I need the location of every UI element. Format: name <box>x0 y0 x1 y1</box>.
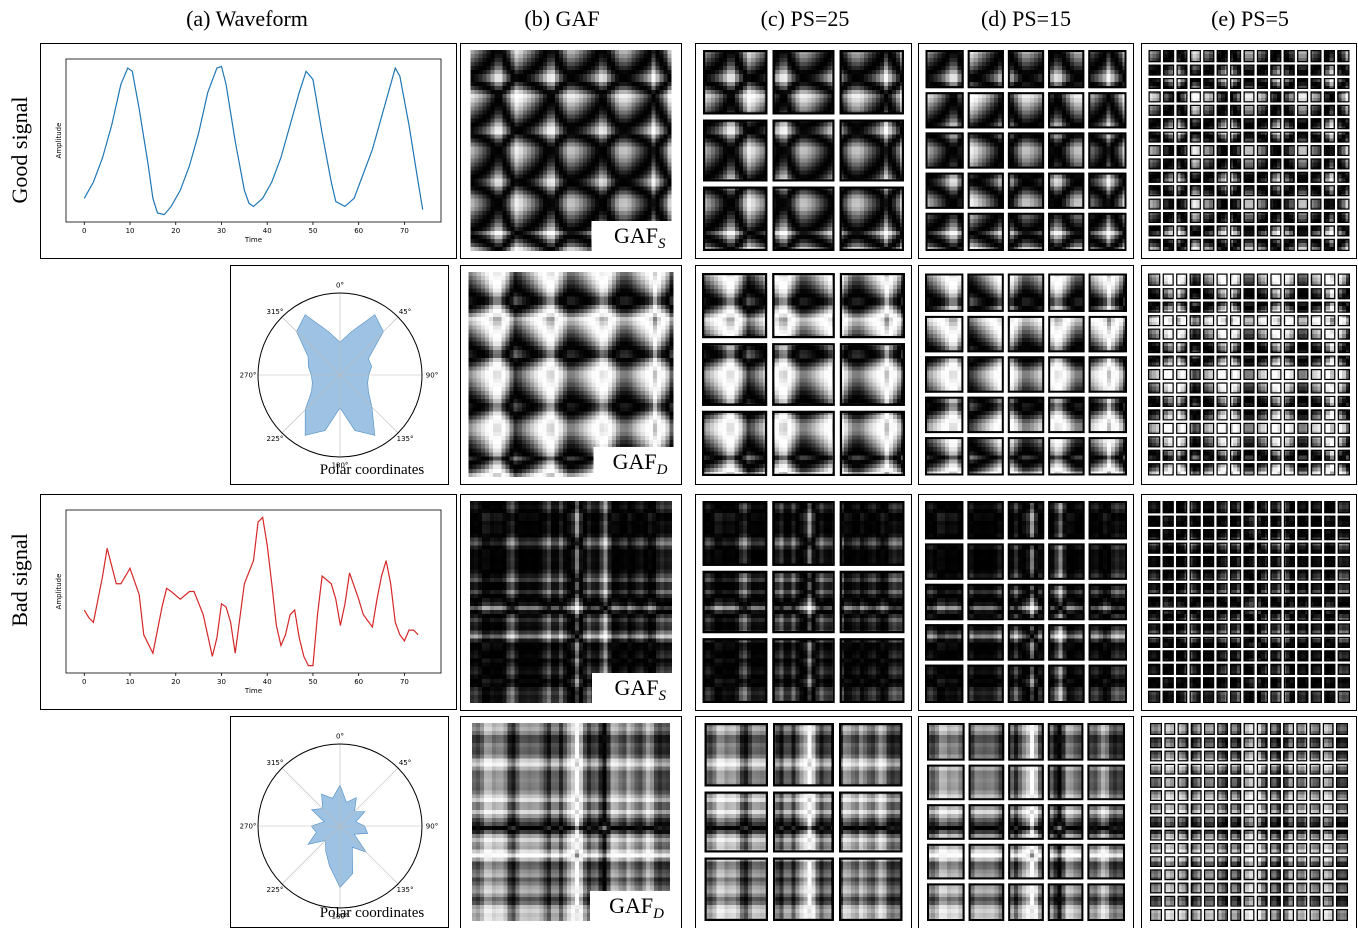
page: {"columns": ["(a) Waveform", "(b) GAF", … <box>0 0 1358 928</box>
figure: (a) Waveform(b) GAF(c) PS=25(d) PS=15(e)… <box>0 0 1358 928</box>
